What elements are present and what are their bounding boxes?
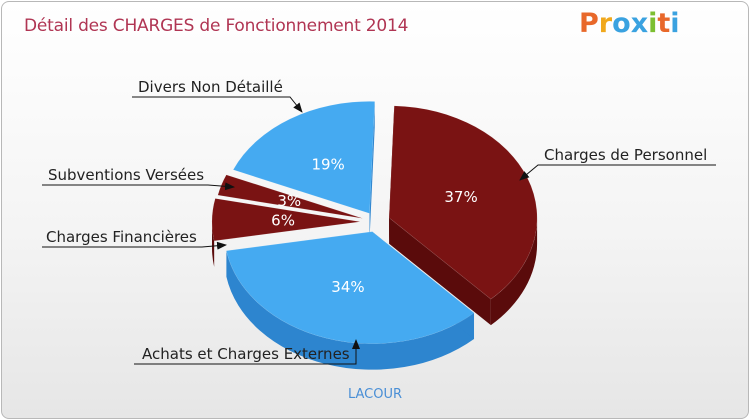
slice-label: Charges de Personnel — [544, 146, 707, 164]
logo-letter: x — [630, 8, 649, 39]
slice-percent-label: 34% — [331, 278, 364, 296]
leader-line — [134, 339, 360, 365]
slice-label: Subventions Versées — [48, 166, 204, 184]
pie-slice-side — [212, 221, 215, 267]
pie-slice-side — [490, 217, 538, 326]
pie-slice — [211, 198, 361, 242]
logo-letter: t — [657, 8, 671, 39]
leader-line — [42, 182, 235, 191]
logo-letter: r — [598, 8, 613, 39]
pie-slice — [226, 231, 475, 344]
proxiti-logo: Proxiti — [579, 8, 680, 39]
slice-percent-label: 19% — [311, 155, 344, 173]
slice-label: Divers Non Détaillé — [138, 78, 283, 96]
logo-letter: i — [648, 8, 658, 39]
logo-letter: P — [579, 8, 599, 39]
pie-percent-labels: 37% 34% 6% 3% 19% — [271, 155, 478, 296]
pie-slice-side — [226, 250, 475, 370]
logo-letter: i — [670, 8, 680, 39]
slice-percent-label: 37% — [444, 188, 477, 206]
chart-title: Détail des CHARGES de Fonctionnement 201… — [24, 16, 409, 36]
commune-name: LACOUR — [347, 387, 403, 402]
slice-percent-label: 6% — [271, 212, 295, 230]
slice-percent-label: 3% — [277, 192, 301, 210]
logo-letter: o — [612, 8, 631, 39]
leader-line — [519, 164, 716, 181]
pie-slice-edge — [369, 101, 375, 240]
pie-callouts: Charges de Personnel Achats et Charges Ex… — [42, 78, 716, 365]
pie-slice-edge — [389, 217, 491, 326]
slice-label: Achats et Charges Externes — [142, 345, 350, 363]
pie-slices — [211, 101, 538, 344]
leader-line — [132, 96, 303, 113]
pie-slice — [232, 101, 376, 214]
slice-label: Charges Financières — [46, 228, 197, 246]
leader-line — [42, 241, 227, 250]
pie-slice — [217, 174, 363, 219]
